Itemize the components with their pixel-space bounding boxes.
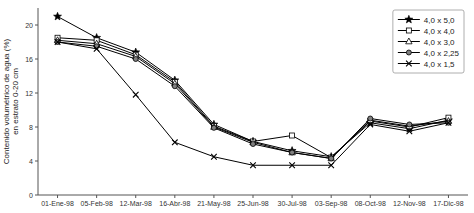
y-tick [35,59,38,60]
series [55,35,451,160]
x-tick-label: 17-Dic-98 [433,200,463,207]
data-point [55,39,61,45]
y-tick-label: 16 [25,56,33,63]
x-tick [213,195,214,198]
x-tick [409,195,410,198]
legend-marker [406,28,411,33]
y-tick-label: 4 [29,158,33,165]
data-point [328,162,334,168]
y-tick [35,25,38,26]
legend-marker [406,38,412,44]
series-line [58,42,449,158]
y-tick [35,161,38,162]
data-point [407,128,413,134]
y-tick [35,93,38,94]
x-tick [448,195,449,198]
legend-label: 4,0 x 5,0 [424,16,455,25]
x-tick [370,195,371,198]
series [54,37,451,161]
legend-frame [393,10,464,73]
data-point [133,57,138,62]
series-line [58,38,449,158]
x-tick-label: 21-May-98 [197,200,231,208]
y-tick-label: 12 [25,90,33,97]
data-point [211,154,217,160]
data-point [251,142,256,147]
x-tick [174,195,175,198]
series-line [58,40,449,158]
x-tick-label: 30-Jul-98 [277,200,306,207]
y-tick-label: 8 [29,124,33,131]
series [55,39,452,168]
data-point [290,150,295,155]
x-tick-label: 16-Abr-98 [159,200,190,207]
x-tick-label: 12-Nov-98 [393,200,426,207]
legend-marker [406,50,411,55]
data-point [367,122,373,128]
data-point [172,84,177,89]
y-axis-label-line: en estrato 0-20 cm [11,68,20,135]
x-tick-label: 12-Mar-98 [120,200,152,207]
data-point [289,162,295,168]
data-point [94,46,100,52]
legend-marker [405,15,413,23]
x-tick [292,195,293,198]
x-tick-label: 05-Feb-98 [80,200,112,207]
y-tick [35,195,38,196]
data-point [407,122,412,127]
x-tick-label: 25-Jun-98 [237,200,269,207]
x-tick [331,195,332,198]
series [55,40,451,161]
legend-label: 4,0 x 3,0 [424,38,455,47]
y-tick-label: 0 [29,192,33,199]
x-tick [135,195,136,198]
data-point [211,125,216,130]
chart: 0 4 8 12 16 20 01-Ene-98 05-Feb-98 12-Mar-98 16-A… [0,0,474,213]
x-tick [96,195,97,198]
data-point [446,120,452,126]
data-point [133,92,139,98]
legend-label: 4,0 x 1,5 [424,60,455,69]
x-tick [253,195,254,198]
series-line [58,42,449,165]
data-point [54,12,62,20]
series-line [58,17,449,157]
data-point [368,116,373,121]
y-axis-label: Contenido volumétrico de agua (%)en estr… [2,38,20,164]
y-tick-label: 20 [25,22,33,29]
data-point [172,140,178,146]
y-tick [35,127,38,128]
legend-label: 4,0 x 4,0 [424,27,455,36]
data-point [289,149,295,155]
legend: 4,0 x 5,0 4,0 x 4,0 4,0 x 3,0 4,0 x 2,25 4,0… [393,10,464,73]
data-point [250,162,256,168]
x-tick-label: 01-Ene-98 [41,200,74,207]
legend-marker [406,61,412,67]
x-tick-label: 08-Oct-98 [355,200,386,207]
data-point [406,123,412,129]
legend-label: 4,0 x 2,25 [424,49,460,58]
data-point [288,147,296,155]
x-tick [57,195,58,198]
x-tick-label: 03-Sep-98 [315,200,348,208]
y-axis-line [38,8,39,195]
y-axis-label-line: Contenido volumétrico de agua (%) [2,38,11,164]
data-point [290,133,295,138]
data-point [329,155,334,160]
data-point [329,156,334,161]
